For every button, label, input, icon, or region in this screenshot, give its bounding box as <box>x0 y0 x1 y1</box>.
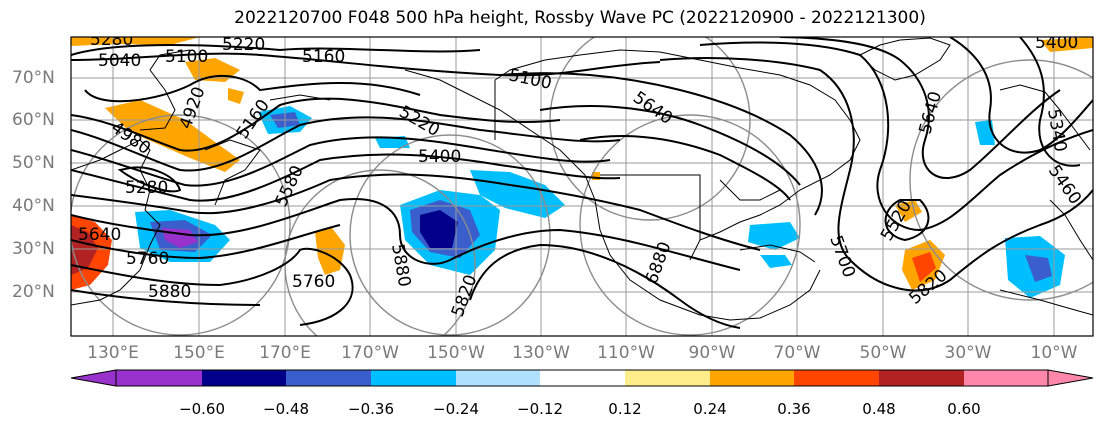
lon-label: 150°E <box>173 343 225 363</box>
lat-label: 20°N <box>12 282 55 302</box>
colorbar-bin <box>794 370 879 386</box>
colorbar-bin <box>202 370 286 386</box>
colorbar-bin <box>879 370 964 386</box>
lon-label: 10°W <box>1030 343 1078 363</box>
contour-label: 5100 <box>165 47 208 67</box>
colorbar-tick-label: 0.60 <box>947 400 981 418</box>
lat-label: 50°N <box>12 153 55 173</box>
contour-label: 5760 <box>292 272 335 292</box>
colorbar-tick-label: −0.36 <box>348 400 394 418</box>
lon-label: 110°W <box>597 343 655 363</box>
anomaly-shading <box>71 37 1093 298</box>
colorbar-bin <box>710 370 794 386</box>
contour-label: 5280 <box>90 30 133 50</box>
colorbar-bin <box>116 370 202 386</box>
lat-label: 70°N <box>12 68 55 88</box>
colorbar-bin <box>964 370 1048 386</box>
lon-label: 50°W <box>859 343 907 363</box>
contour-label: 5400 <box>1035 33 1078 53</box>
lon-label: 170°W <box>341 343 399 363</box>
contour-label: 5220 <box>222 35 265 55</box>
colorbar-tick-label: −0.24 <box>433 400 479 418</box>
colorbar-bin <box>456 370 540 386</box>
colorbar-bin <box>371 370 456 386</box>
contour-label: 5040 <box>98 51 141 71</box>
map-frame <box>70 36 1094 337</box>
colorbar-bin <box>540 370 625 386</box>
map-title: 2022120700 F048 500 hPa height, Rossby W… <box>234 8 926 28</box>
map-plot-area: 5280 5100 5220 5160 5040 5100 4920 4980 … <box>71 30 1093 336</box>
lon-label: 130°E <box>87 343 139 363</box>
colorbar <box>70 369 1094 387</box>
colorbar-bin <box>625 370 710 386</box>
contour-label: 5640 <box>78 225 121 245</box>
lon-label: 70°W <box>773 343 821 363</box>
contour-label: 5280 <box>125 178 168 198</box>
colorbar-tick-label: −0.12 <box>517 400 563 418</box>
colorbar-tick-label: 0.48 <box>862 400 896 418</box>
colorbar-bin <box>286 370 371 386</box>
lon-label: 30°W <box>944 343 992 363</box>
reference-circles <box>71 37 1093 336</box>
coastlines <box>71 37 1093 321</box>
contour-label: 5880 <box>148 282 191 302</box>
colorbar-tick-label: 0.24 <box>693 400 727 418</box>
contour-label: 5760 <box>126 249 169 269</box>
colorbar-tick-label: 0.36 <box>777 400 811 418</box>
contour-label: 5160 <box>302 47 345 67</box>
lon-label: 90°W <box>688 343 736 363</box>
colorbar-tick-label: −0.48 <box>263 400 309 418</box>
colorbar-tick-label: 0.12 <box>608 400 642 418</box>
lon-label: 170°E <box>259 343 311 363</box>
lon-label: 130°W <box>512 343 570 363</box>
contour-label: 5400 <box>418 147 461 167</box>
lat-label: 60°N <box>12 110 55 130</box>
lon-label: 150°W <box>427 343 485 363</box>
height-contours <box>71 37 1093 329</box>
colorbar-tick-label: −0.60 <box>179 400 225 418</box>
colorbar-min-extend <box>70 369 117 387</box>
colorbar-max-extend <box>1047 369 1094 387</box>
lat-label: 40°N <box>12 196 55 216</box>
lat-label: 30°N <box>12 239 55 259</box>
